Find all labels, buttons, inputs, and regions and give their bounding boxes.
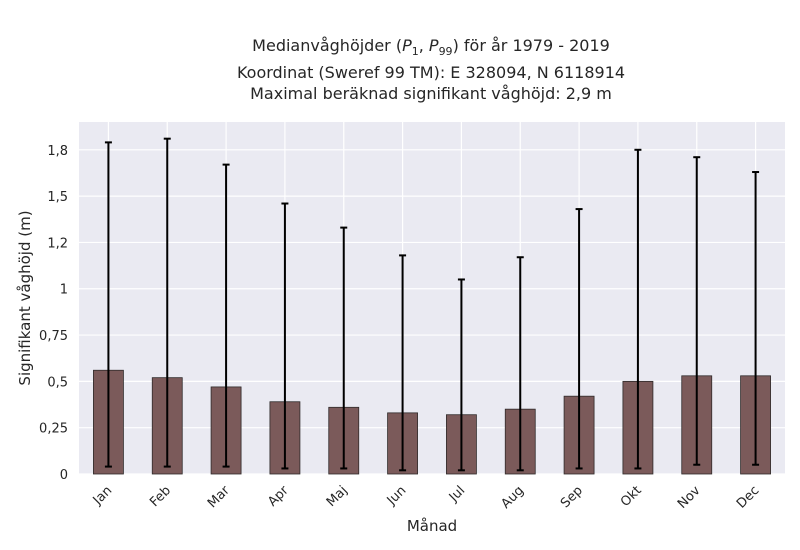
y-tick-label: 1,2	[47, 236, 68, 251]
x-tick-label: Jun	[384, 483, 410, 509]
y-tick-label: 0,75	[39, 329, 68, 344]
y-tick-label: 1,8	[47, 144, 68, 159]
chart-title-line-1: Medianvåghöjder (P1, P99) för år 1979 - …	[252, 36, 610, 59]
chart-title-line-3: Maximal beräknad signifikant våghöjd: 2,…	[250, 84, 612, 104]
y-tick-label: 1,5	[47, 190, 68, 205]
y-tick-labels: 0 0,25 0,5 0,75 1 1,2 1,5 1,8	[39, 144, 68, 483]
x-tick-label: Jan	[90, 483, 115, 508]
plot-area	[79, 122, 785, 474]
y-tick-label: 1	[60, 283, 68, 298]
x-tick-label: Apr	[265, 483, 292, 510]
y-tick-label: 0,5	[47, 375, 68, 390]
x-tick-label: Nov	[675, 483, 704, 512]
x-tick-label: Feb	[147, 483, 174, 510]
x-tick-labels: Jan Feb Mar Apr Maj Jun Jul Aug Sep Okt Nov Dec	[90, 483, 763, 512]
x-tick-label: Aug	[499, 483, 528, 512]
x-tick-label: Maj	[324, 483, 351, 510]
y-tick-label: 0,25	[39, 422, 68, 437]
error-bars	[104, 137, 760, 472]
x-tick-label: Dec	[734, 483, 762, 511]
chart-title-line-2: Koordinat (Sweref 99 TM): E 328094, N 61…	[236, 63, 626, 83]
x-tick-label: Sep	[558, 483, 586, 511]
x-tick-label: Okt	[618, 483, 645, 510]
y-tick-label: 0	[60, 468, 68, 483]
y-axis-label: Signifikant våghöjd (m)	[16, 210, 34, 385]
chart-title: Medianvåghöjder (P1, P99) för år 1979 - …	[0, 35, 800, 104]
x-tick-label: Jul	[446, 483, 468, 505]
x-tick-label: Mar	[205, 483, 233, 511]
x-axis-label: Månad	[407, 517, 457, 535]
